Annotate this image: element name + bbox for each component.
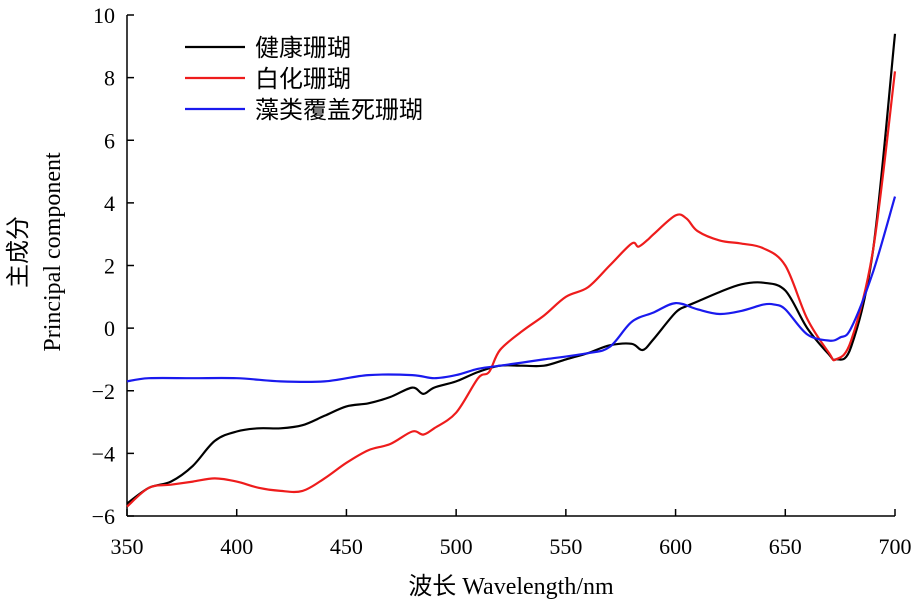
y-tick-label: 8 (104, 66, 115, 91)
x-tick-label: 700 (879, 534, 912, 559)
y-tick-label: 6 (104, 128, 115, 153)
series-line-3 (126, 196, 897, 384)
legend-label-2: 白化珊瑚 (255, 66, 351, 93)
legend-label-1: 健康珊瑚 (255, 35, 351, 62)
y-tick-label: 0 (104, 316, 115, 341)
y-tick-label: −6 (92, 504, 115, 529)
x-tick-label: 400 (220, 534, 253, 559)
y-tick-label: −2 (92, 379, 115, 404)
series-line-1 (126, 33, 897, 505)
x-tick-label: 450 (330, 534, 363, 559)
axes: 350 400 450 500 550 600 650 700 −6 −4 −2 0 2 4 6 8 10 (92, 3, 912, 559)
series-line-2 (126, 71, 897, 508)
x-tick-label: 600 (659, 534, 692, 559)
y-axis-label: 主成分 (5, 216, 32, 288)
x-tick-label: 550 (549, 534, 582, 559)
y-tick-label: 4 (104, 191, 115, 216)
y-tick-label: 10 (93, 3, 115, 28)
x-axis-label: 波长 Wavelength/nm (408, 573, 614, 600)
series-layer (126, 33, 897, 508)
y-axis-label-en: Principal component (40, 152, 66, 352)
x-tick-label: 650 (769, 534, 802, 559)
y-tick-label: 2 (104, 254, 115, 279)
x-tick-label: 350 (111, 534, 144, 559)
legend-label-3: 藻类覆盖死珊瑚 (255, 97, 423, 124)
y-tick-label: −4 (92, 441, 115, 466)
x-tick-label: 500 (440, 534, 473, 559)
